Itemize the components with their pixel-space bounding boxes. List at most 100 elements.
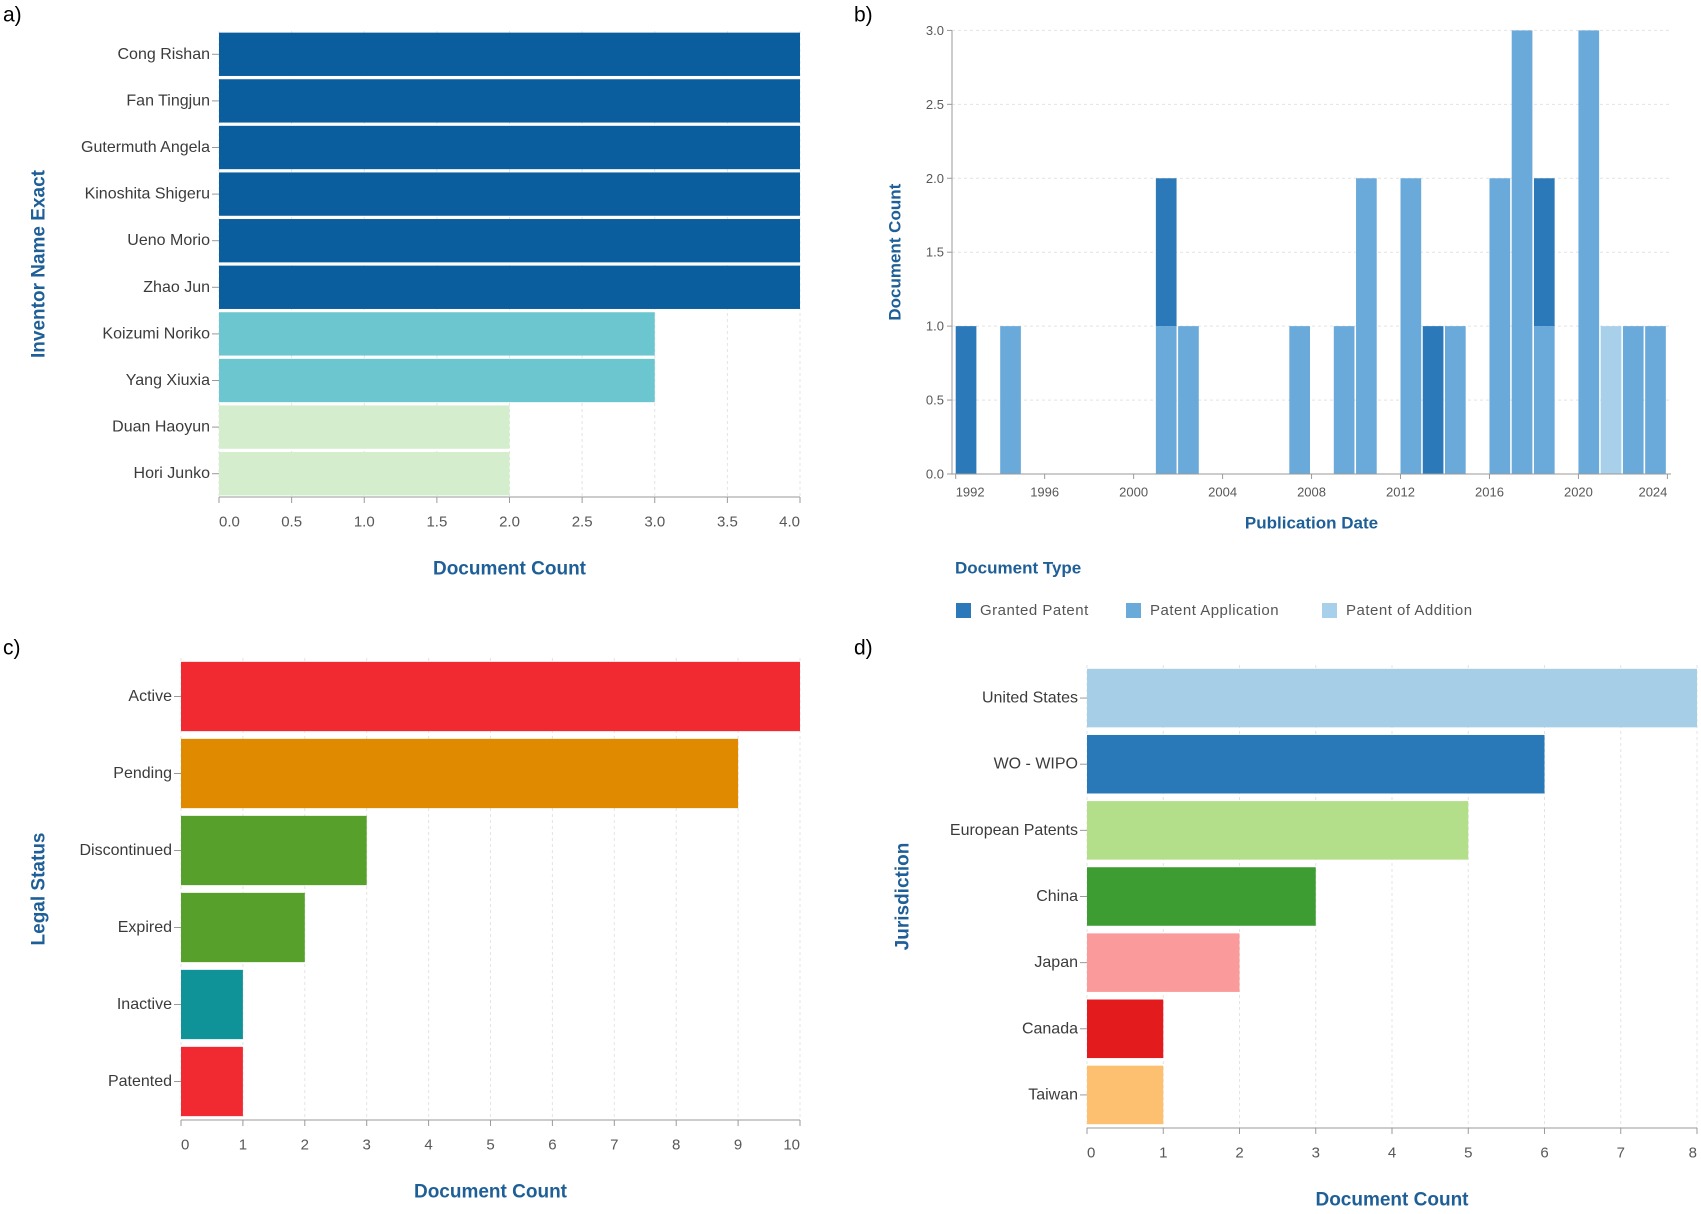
x-tick-label: 1996	[1030, 485, 1059, 500]
bar-ueno-morio	[219, 219, 800, 263]
category-label-fan-tingjun: Fan Tingjun	[126, 92, 210, 109]
x-tick-label: 4.0	[779, 514, 800, 531]
bar-canada	[1087, 999, 1164, 1059]
bar-2023-patent-application	[1645, 326, 1666, 474]
x-tick-label: 8	[1689, 1145, 1697, 1162]
bar-2022-patent-application	[1622, 326, 1644, 474]
x-tick-label: 2016	[1475, 485, 1504, 500]
x-tick-label: 1	[239, 1137, 247, 1154]
y-tick-label: 1.0	[926, 319, 944, 334]
category-label-discontinued: Discontinued	[80, 842, 173, 859]
bar-united-states	[1087, 668, 1697, 728]
bar-2018-granted-patent	[1533, 178, 1555, 327]
legend-swatch-granted-patent	[956, 603, 971, 618]
category-label-hori-junko: Hori Junko	[134, 465, 211, 482]
panel-b-chart: 0.0 0.5 1.0 1.5 2.0 2.5 3.0 1992 1996 2000 2004 200…	[886, 23, 1671, 619]
category-label-ueno-morio: Ueno Morio	[127, 232, 210, 249]
bar-japan	[1087, 933, 1240, 992]
category-label-inactive: Inactive	[117, 996, 172, 1013]
category-label-patented: Patented	[108, 1073, 172, 1090]
bar-2010-patent-application	[1356, 178, 1377, 474]
x-tick-label: 0	[181, 1137, 189, 1154]
legend-label-patent-application: Patent Application	[1150, 602, 1279, 619]
x-tick-label: 0.5	[281, 514, 302, 531]
panel-c-chart: Active Pending Discontinued Expired Inactive…	[29, 658, 801, 1203]
category-label-canada: Canada	[1022, 1020, 1078, 1037]
x-tick-label: 8	[672, 1137, 680, 1154]
x-tick-label: 2004	[1208, 485, 1237, 500]
x-tick-label: 1.0	[354, 514, 375, 531]
y-tick-label: 2.5	[926, 97, 944, 112]
panel-label-a: a)	[3, 4, 22, 27]
category-label-japan: Japan	[1034, 954, 1078, 971]
x-tick-label: 3.0	[644, 514, 665, 531]
bar-fan-tingjun	[219, 79, 800, 123]
bar-pending	[181, 738, 739, 809]
bar-kinoshita-shigeru	[219, 172, 800, 216]
x-tick-label: 1992	[956, 485, 985, 500]
x-tick-label: 2.5	[572, 514, 593, 531]
category-label-wo-wipo: WO - WIPO	[994, 756, 1078, 773]
bar-2002-patent-application	[1178, 326, 1199, 474]
x-axis-title: Publication Date	[1245, 514, 1378, 533]
bar-2013-granted-patent	[1422, 326, 1444, 474]
category-label-gutermuth-angela: Gutermuth Angela	[81, 139, 210, 156]
bar-wo-wipo	[1087, 734, 1545, 794]
x-axis-title: Document Count	[1315, 1190, 1469, 1211]
x-tick-label: 2012	[1386, 485, 1415, 500]
category-label-expired: Expired	[118, 919, 172, 936]
x-tick-label: 2	[301, 1137, 309, 1154]
x-tick-label: 5	[486, 1137, 494, 1154]
category-label-cong-rishan: Cong Rishan	[118, 46, 211, 63]
legend-title: Document Type	[955, 559, 1081, 578]
bar-1992-granted-patent	[955, 326, 977, 474]
bar-european-patents	[1087, 801, 1469, 860]
x-axis-title: Document Count	[433, 559, 587, 580]
x-tick-label: 4	[424, 1137, 432, 1154]
bar-china	[1087, 867, 1316, 926]
category-label-taiwan: Taiwan	[1028, 1086, 1078, 1103]
x-tick-label: 3.5	[717, 514, 738, 531]
bar-2017-patent-application	[1511, 30, 1533, 475]
bar-2001-granted-patent	[1155, 178, 1177, 327]
y-tick-label: 1.5	[926, 245, 944, 260]
y-tick-label: 0.5	[926, 393, 944, 408]
x-tick-label: 0	[1087, 1145, 1095, 1162]
y-tick-label: 2.0	[926, 171, 944, 186]
bar-2007-patent-application	[1289, 326, 1310, 474]
bar-gutermuth-angela	[219, 125, 800, 170]
x-tick-label: 3	[363, 1137, 371, 1154]
x-tick-label: 4	[1388, 1145, 1396, 1162]
bar-discontinued	[181, 815, 367, 886]
bar-cong-rishan	[219, 32, 800, 76]
x-tick-label: 6	[548, 1137, 556, 1154]
legend-label-patent-of-addition: Patent of Addition	[1346, 602, 1473, 619]
x-tick-label: 7	[610, 1137, 618, 1154]
panel-label-c: c)	[3, 637, 21, 660]
y-tick-label: 0.0	[926, 467, 944, 482]
category-label-active: Active	[128, 688, 172, 705]
category-label-kinoshita-shigeru: Kinoshita Shigeru	[85, 186, 210, 203]
x-tick-label: 2024	[1638, 485, 1667, 500]
x-tick-label: 1.5	[426, 514, 447, 531]
bar-hori-junko	[219, 452, 510, 496]
panel-label-d: d)	[854, 637, 873, 660]
panel-d-chart: United States WO - WIPO European Patents Ch…	[893, 665, 1698, 1211]
bar-taiwan	[1087, 1065, 1164, 1125]
x-tick-label: 1	[1159, 1145, 1167, 1162]
bar-2020-patent-application	[1578, 30, 1600, 475]
category-label-yang-xiuxia: Yang Xiuxia	[126, 372, 210, 389]
bar-2012-patent-application	[1400, 178, 1422, 474]
bar-2016-patent-application	[1489, 178, 1511, 474]
bar-patented	[181, 1046, 243, 1117]
x-tick-label: 2.0	[499, 514, 520, 531]
category-label-zhao-jun: Zhao Jun	[143, 279, 210, 296]
category-label-china: China	[1036, 888, 1078, 905]
bar-2018-patent-application	[1533, 326, 1555, 474]
category-label-koizumi-noriko: Koizumi Noriko	[102, 325, 210, 342]
legend-swatch-patent-application	[1126, 603, 1141, 618]
x-tick-label: 2000	[1119, 485, 1148, 500]
bar-expired	[181, 892, 305, 963]
panel-label-b: b)	[854, 4, 873, 27]
